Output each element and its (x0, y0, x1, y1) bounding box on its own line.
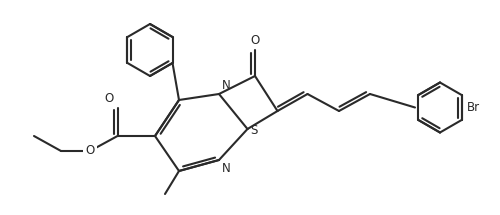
Text: S: S (250, 124, 258, 138)
Text: O: O (86, 144, 94, 158)
Text: O: O (105, 92, 114, 105)
Text: Br: Br (467, 101, 480, 114)
Text: O: O (250, 34, 260, 47)
Text: N: N (222, 163, 230, 175)
Text: N: N (222, 78, 230, 92)
